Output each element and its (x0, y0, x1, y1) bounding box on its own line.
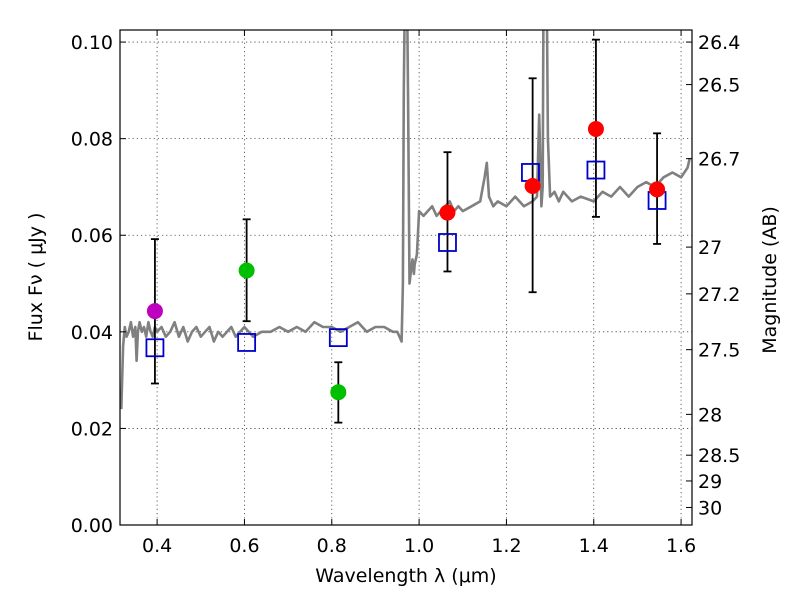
y-tick-label: 0.10 (71, 32, 113, 54)
observed-point (587, 121, 604, 137)
x-tick-label: 1.0 (404, 535, 434, 557)
spectrum-line (120, 30, 692, 410)
observed-point (524, 177, 541, 194)
observed-point (330, 384, 347, 401)
right-tick-label: 28.5 (698, 445, 740, 467)
right-tick-label: 27.5 (698, 340, 740, 362)
right-tick-label: 27 (698, 237, 722, 259)
model-square (145, 338, 165, 358)
right-tick-label: 27.2 (698, 284, 740, 306)
model-square (586, 160, 606, 180)
y-tick-label: 0.02 (71, 418, 113, 440)
right-tick-label: 26.7 (698, 149, 740, 171)
x-tick-label: 1.2 (491, 535, 521, 557)
y-tick-label: 0.08 (71, 129, 113, 151)
y-tick-label: 0.00 (71, 515, 113, 537)
observed-point (238, 262, 255, 279)
plot-frame (119, 29, 693, 526)
observed-point (439, 204, 456, 221)
x-tick-label: 0.6 (229, 535, 259, 557)
right-tick-label: 29 (698, 471, 722, 493)
right-axis-title: Magnitude (AB) (759, 206, 781, 354)
y-axis-title: Flux Fν ( μJy ) (25, 213, 47, 342)
x-tick-label: 0.8 (317, 535, 347, 557)
right-tick-label: 30 (698, 497, 722, 519)
plot-data (120, 30, 692, 424)
model-square (438, 233, 457, 252)
x-tick-label: 0.4 (142, 535, 172, 557)
x-tick-label: 1.4 (579, 535, 609, 557)
right-tick-label: 26.4 (698, 32, 740, 54)
y-tick-label: 0.06 (71, 225, 113, 247)
right-tick-label: 28 (698, 404, 722, 426)
x-tick-label: 1.6 (666, 535, 696, 557)
x-axis-title: Wavelength λ (μm) (315, 565, 496, 587)
right-tick-label: 26.5 (698, 75, 740, 97)
observed-point (649, 181, 666, 198)
axes: 0.4 0.6 0.8 1.0 1.2 1.4 1.6 0.00 0.02 0.04 0.06 0.0… (71, 30, 740, 557)
observed-point (146, 303, 163, 320)
y-tick-label: 0.04 (71, 322, 113, 344)
model-square (237, 333, 257, 352)
model-square (328, 328, 348, 348)
